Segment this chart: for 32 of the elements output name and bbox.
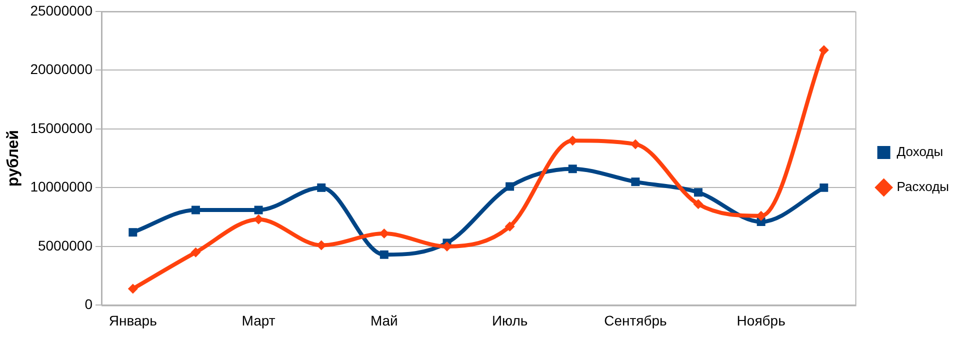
point [504,221,515,232]
x-tick-label: Май [370,312,398,328]
point [818,45,829,56]
y-tick-label: 10000000 [30,178,93,195]
y-tick-label: 15000000 [30,120,93,136]
x-tick-label: Сентябрь [604,312,667,328]
point [317,183,326,192]
point [756,210,766,221]
point [631,178,640,186]
y-tick-label: 5000000 [38,237,93,254]
x-tick-label: Март [242,312,276,328]
y-tick-label: 20000000 [30,61,93,78]
x-tick-label: Январь [108,312,157,328]
point [568,164,577,174]
point [190,247,201,258]
x-tick-label: Июль [492,312,528,328]
point [191,206,200,214]
legend-label: Доходы [896,144,944,160]
point [820,183,828,192]
point [694,188,702,197]
point [380,250,388,259]
point [630,139,640,150]
legend-label: Расходы [896,179,950,194]
y-axis-title: рублей [5,130,22,187]
y-tick-label: 0 [84,296,93,312]
point [128,284,138,294]
point [254,206,263,214]
point [128,228,138,237]
x-tick-label: Ноябрь [736,312,786,328]
point [506,182,514,191]
y-tick-label: 25000000 [30,2,93,18]
point [693,199,704,210]
